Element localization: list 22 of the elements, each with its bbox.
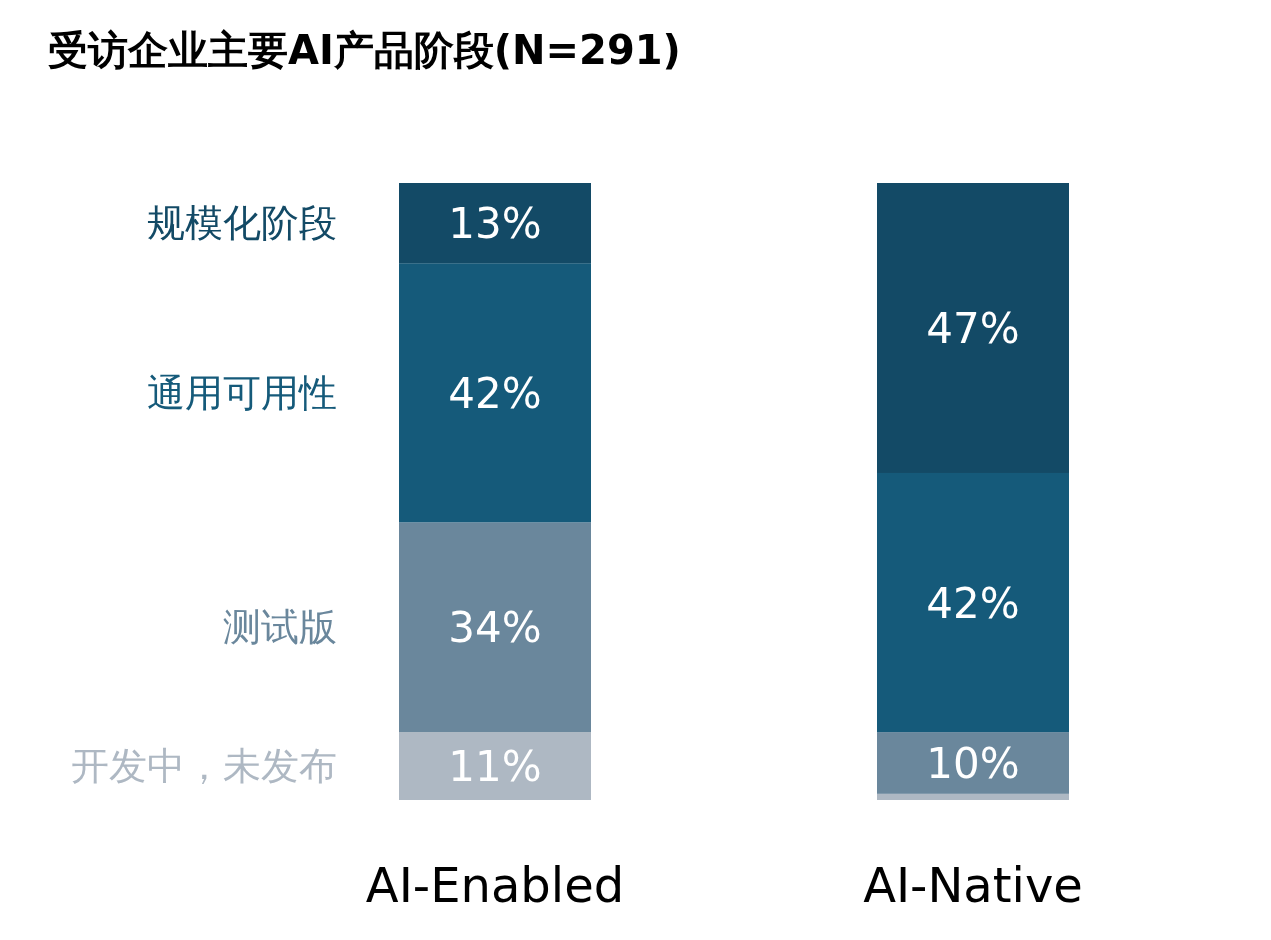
- data-label: 13%: [448, 199, 542, 249]
- chart-title: 受访企业主要AI产品阶段(N=291): [48, 27, 681, 73]
- bar: [877, 732, 1069, 794]
- bar: [399, 183, 591, 264]
- bar: [877, 472, 1069, 733]
- bar: [399, 522, 591, 733]
- bar: [877, 793, 1069, 800]
- series-label: 开发中，未发布: [71, 744, 337, 789]
- series-label: 测试版: [223, 605, 337, 650]
- data-label: 47%: [926, 303, 1020, 353]
- bar: [399, 263, 591, 523]
- x-tick-label: AI-Enabled: [365, 857, 625, 913]
- series-label: 规模化阶段: [147, 201, 337, 246]
- x-tick-label: AI-Native: [863, 857, 1083, 913]
- data-label: 34%: [448, 603, 542, 653]
- series-label: 通用可用性: [147, 370, 337, 415]
- data-label: 42%: [926, 578, 1020, 628]
- bar: [877, 183, 1069, 473]
- data-label: 11%: [448, 742, 542, 792]
- bar: [399, 732, 591, 800]
- data-label: 42%: [448, 368, 542, 418]
- data-label: 10%: [926, 738, 1020, 788]
